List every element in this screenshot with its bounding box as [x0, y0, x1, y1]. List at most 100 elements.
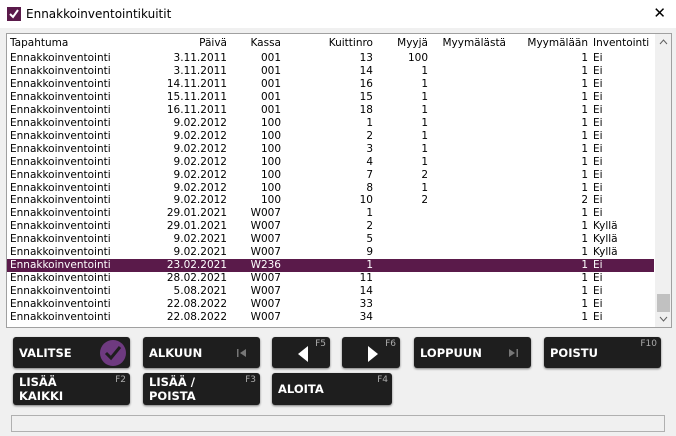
- cell: 1: [581, 142, 588, 155]
- title-bar: Ennakkoinventointikuitit ✕: [0, 0, 676, 28]
- cell: 9.02.2012: [173, 181, 227, 194]
- cell: 9.02.2012: [173, 142, 227, 155]
- cell: W007: [250, 285, 281, 298]
- cell: 3: [366, 142, 373, 155]
- cell: Ei: [593, 116, 603, 129]
- cell: 100: [260, 116, 281, 129]
- cell: 1: [581, 272, 588, 285]
- shortcut-key: F4: [377, 375, 388, 385]
- cell: W007: [250, 298, 281, 311]
- cell: 1: [581, 233, 588, 246]
- add-all-button[interactable]: LISÄÄ KAIKKI F2: [13, 373, 130, 405]
- cell: W007: [250, 233, 281, 246]
- shortcut-key: F2: [115, 375, 126, 385]
- cell: 001: [260, 52, 281, 64]
- button-label: LOPPUUN: [420, 346, 482, 360]
- last-button[interactable]: LOPPUUN: [414, 337, 531, 368]
- check-icon: [100, 340, 126, 366]
- cell: 9.02.2012: [173, 168, 227, 181]
- close-button[interactable]: ✕: [653, 4, 666, 22]
- cell: Ennakkoinventointi: [10, 207, 111, 220]
- cell: 28.02.2021: [166, 272, 227, 285]
- cell: Ennakkoinventointi: [10, 220, 111, 233]
- cell: 8: [366, 181, 373, 194]
- next-button[interactable]: F6: [342, 337, 400, 368]
- cell: 100: [260, 194, 281, 207]
- receipt-list[interactable]: Tapahtuma Päivä Kassa Kuittinro Myyjä Myymälä…: [6, 33, 672, 328]
- cell: Ennakkoinventointi: [10, 168, 111, 181]
- cell: 11: [359, 272, 373, 285]
- cell: 9.02.2012: [173, 194, 227, 207]
- column-header: Myymälästä: [442, 37, 506, 49]
- cell: 001: [260, 90, 281, 103]
- cell: 9.02.2021: [173, 233, 227, 246]
- cell: 9.02.2012: [173, 155, 227, 168]
- select-button[interactable]: VALITSE: [13, 337, 130, 368]
- next-icon: [368, 346, 378, 362]
- toggle-button[interactable]: LISÄÄ / POISTA F3: [143, 373, 260, 405]
- cell: 1: [581, 90, 588, 103]
- cell: Ei: [593, 142, 603, 155]
- prev-button[interactable]: F5: [272, 337, 330, 368]
- cell: 2: [421, 168, 428, 181]
- cell: Ennakkoinventointi: [10, 259, 111, 272]
- shortcut-key: F6: [385, 339, 396, 349]
- cell: 100: [260, 168, 281, 181]
- cell: 1: [421, 90, 428, 103]
- cell: W007: [250, 246, 281, 259]
- cell: 2: [421, 194, 428, 207]
- cell: Ei: [593, 168, 603, 181]
- prev-icon: [298, 346, 308, 362]
- cell: 5: [366, 233, 373, 246]
- cell: Ennakkoinventointi: [10, 285, 111, 298]
- cell: 1: [581, 129, 588, 142]
- scrollbar[interactable]: [655, 34, 671, 327]
- cell: Ennakkoinventointi: [10, 194, 111, 207]
- cell: Ennakkoinventointi: [10, 155, 111, 168]
- button-label: LISÄÄ KAIKKI: [19, 375, 64, 403]
- cell: 1: [581, 64, 588, 77]
- cell: 7: [366, 168, 373, 181]
- exit-button[interactable]: POISTU F10: [544, 337, 661, 368]
- cell: 1: [581, 168, 588, 181]
- shortcut-key: F3: [245, 375, 256, 385]
- cell: 9.02.2012: [173, 129, 227, 142]
- first-button[interactable]: ALKUUN: [143, 337, 260, 368]
- cell: 1: [421, 64, 428, 77]
- cell: Ei: [593, 298, 603, 311]
- button-label: POISTU: [550, 346, 598, 360]
- cell: 22.08.2022: [166, 311, 227, 323]
- cell: 1: [581, 311, 588, 323]
- cell: W007: [250, 272, 281, 285]
- cell: W236: [250, 259, 281, 272]
- cell: 3.11.2011: [173, 64, 227, 77]
- cell: 100: [260, 142, 281, 155]
- cell: 23.02.2021: [166, 259, 227, 272]
- cell: Ei: [593, 64, 603, 77]
- cell: 15: [359, 90, 373, 103]
- start-button[interactable]: ALOITA F4: [272, 373, 392, 405]
- cell: Ennakkoinventointi: [10, 142, 111, 155]
- cell: 34: [359, 311, 373, 323]
- cell: 1: [581, 103, 588, 116]
- cell: 14: [359, 285, 373, 298]
- cell: Ennakkoinventointi: [10, 77, 111, 90]
- button-label: ALOITA: [278, 382, 324, 396]
- first-icon: [237, 349, 246, 357]
- cell: Ennakkoinventointi: [10, 298, 111, 311]
- cell: W007: [250, 220, 281, 233]
- cell: Ei: [593, 52, 603, 64]
- cell: 100: [407, 52, 428, 64]
- cell: 33: [359, 298, 373, 311]
- window-title: Ennakkoinventointikuitit: [26, 7, 172, 21]
- cell: W007: [250, 311, 281, 323]
- selected-row[interactable]: [7, 259, 654, 273]
- cell: 100: [260, 129, 281, 142]
- column-header: Myymälään: [527, 37, 588, 49]
- cell: Ei: [593, 155, 603, 168]
- cell: Ennakkoinventointi: [10, 129, 111, 142]
- cell: 1: [581, 181, 588, 194]
- cell: 13: [359, 52, 373, 64]
- cell: 16: [359, 77, 373, 90]
